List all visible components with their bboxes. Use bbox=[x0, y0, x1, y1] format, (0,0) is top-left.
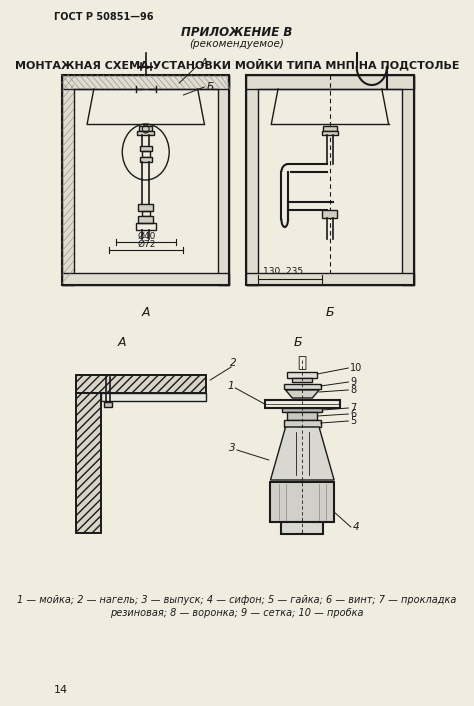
Bar bbox=[101, 375, 206, 393]
Bar bbox=[402, 75, 414, 285]
Text: 7: 7 bbox=[350, 403, 356, 413]
Bar bbox=[246, 75, 414, 89]
Bar bbox=[246, 273, 414, 285]
Text: ⓞ: ⓞ bbox=[298, 356, 307, 371]
Bar bbox=[140, 146, 152, 151]
Text: 10: 10 bbox=[350, 363, 362, 373]
Text: 9: 9 bbox=[350, 377, 356, 387]
Text: 5: 5 bbox=[350, 416, 356, 426]
Bar bbox=[322, 210, 337, 218]
Bar bbox=[138, 216, 153, 223]
Text: 130  235: 130 235 bbox=[263, 266, 303, 275]
Bar bbox=[62, 273, 229, 285]
Polygon shape bbox=[285, 390, 319, 398]
Bar bbox=[292, 378, 312, 382]
Text: 1 — мойка; 2 — нагель; 3 — выпуск; 4 — сифон; 5 — гайка; 6 — винт; 7 — прокладка: 1 — мойка; 2 — нагель; 3 — выпуск; 4 — с… bbox=[18, 595, 456, 605]
Text: Б: Б bbox=[326, 306, 334, 320]
Text: Б: Б bbox=[294, 337, 302, 349]
Text: ПРИЛОЖЕНИЕ В: ПРИЛОЖЕНИЕ В bbox=[182, 25, 292, 39]
Text: Б: Б bbox=[207, 82, 214, 92]
Text: (рекомендуемое): (рекомендуемое) bbox=[190, 39, 284, 49]
Bar bbox=[284, 420, 321, 427]
Polygon shape bbox=[271, 427, 334, 480]
Text: ГОСТ Р 50851—96: ГОСТ Р 50851—96 bbox=[54, 12, 153, 22]
Bar bbox=[62, 75, 74, 285]
Bar bbox=[62, 75, 229, 89]
Bar bbox=[76, 375, 206, 393]
Bar bbox=[62, 75, 229, 285]
Text: А: А bbox=[142, 306, 150, 320]
Bar bbox=[287, 372, 318, 378]
Bar bbox=[271, 482, 334, 522]
Bar bbox=[140, 157, 152, 162]
Text: 2: 2 bbox=[229, 358, 236, 368]
Bar bbox=[284, 384, 321, 389]
Bar bbox=[62, 75, 74, 285]
Bar bbox=[76, 393, 101, 533]
Text: Ø40: Ø40 bbox=[137, 232, 156, 241]
Text: 14: 14 bbox=[54, 685, 68, 695]
Bar bbox=[287, 412, 318, 420]
Bar bbox=[62, 75, 229, 89]
Bar bbox=[139, 126, 153, 131]
Text: МОНТАЖНАЯ СХЕМА УСТАНОВКИ МОЙКИ ТИПА МНП НА ПОДСТОЛЬЕ: МОНТАЖНАЯ СХЕМА УСТАНОВКИ МОЙКИ ТИПА МНП… bbox=[15, 58, 459, 70]
Text: А: А bbox=[118, 337, 127, 349]
Text: А: А bbox=[200, 58, 207, 68]
Bar bbox=[246, 273, 414, 285]
Text: 3: 3 bbox=[228, 443, 235, 453]
Bar bbox=[104, 402, 112, 407]
Bar bbox=[246, 75, 414, 285]
Text: 1: 1 bbox=[227, 381, 234, 391]
Bar bbox=[218, 75, 229, 285]
Bar bbox=[321, 131, 338, 135]
Bar bbox=[137, 131, 154, 135]
Bar bbox=[76, 393, 101, 533]
Bar bbox=[282, 408, 322, 412]
Bar bbox=[218, 75, 229, 285]
Bar bbox=[136, 223, 156, 230]
Bar bbox=[76, 375, 206, 393]
Bar bbox=[246, 75, 258, 285]
Bar bbox=[246, 75, 414, 89]
Bar bbox=[62, 273, 229, 285]
Bar bbox=[142, 211, 150, 216]
Text: 6: 6 bbox=[350, 409, 356, 419]
Text: 8: 8 bbox=[350, 385, 356, 395]
Text: Ø72: Ø72 bbox=[137, 239, 156, 249]
Bar bbox=[264, 400, 340, 408]
Bar bbox=[101, 393, 206, 401]
Bar bbox=[402, 75, 414, 285]
Bar bbox=[282, 522, 323, 534]
Bar bbox=[323, 126, 337, 131]
Bar bbox=[138, 204, 153, 211]
Text: 4: 4 bbox=[353, 522, 359, 532]
Bar bbox=[142, 151, 150, 157]
Bar bbox=[246, 75, 258, 285]
Text: резиновая; 8 — воронка; 9 — сетка; 10 — пробка: резиновая; 8 — воронка; 9 — сетка; 10 — … bbox=[110, 608, 364, 618]
